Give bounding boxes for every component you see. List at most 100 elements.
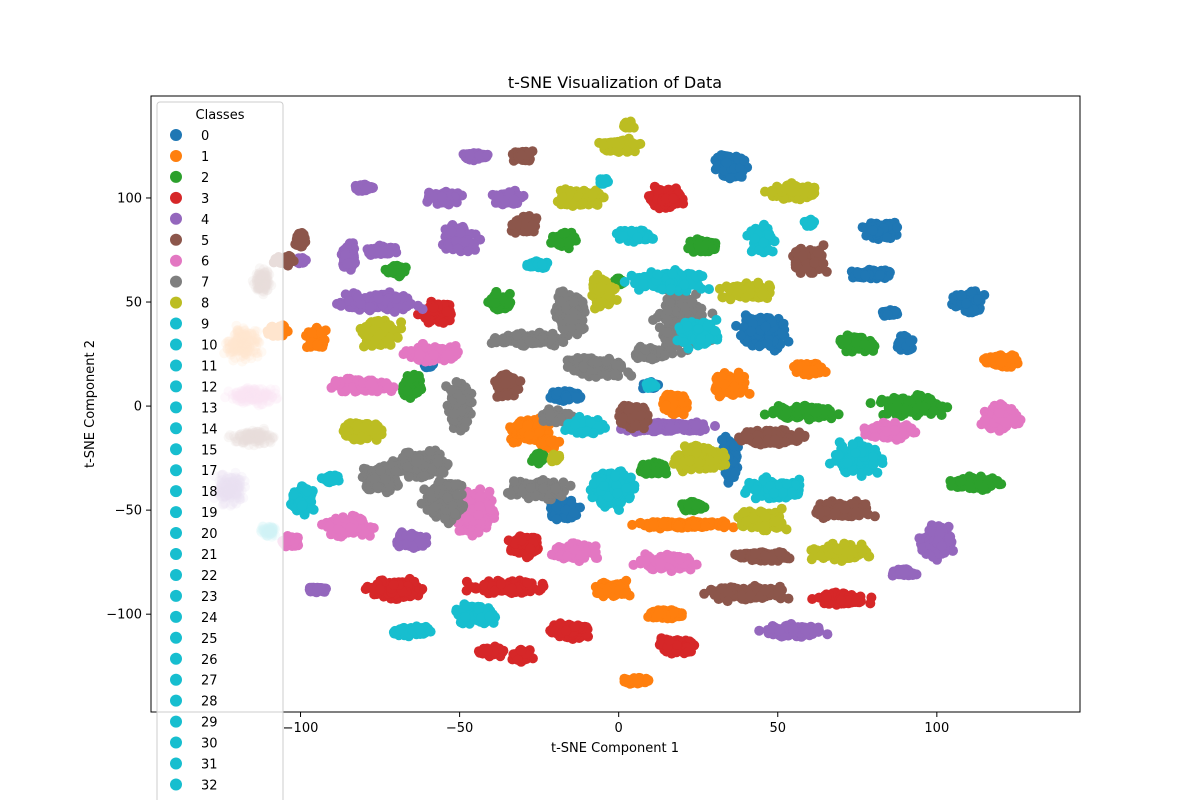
point-class-2 bbox=[841, 335, 852, 346]
point-class-3 bbox=[388, 579, 399, 590]
point-class-1 bbox=[700, 521, 711, 531]
point-class-3 bbox=[482, 645, 493, 656]
point-class-0 bbox=[570, 392, 581, 403]
point-class-0 bbox=[735, 330, 746, 341]
point-class-0 bbox=[867, 225, 878, 236]
point-class-2 bbox=[833, 409, 844, 420]
point-class-1 bbox=[307, 327, 317, 338]
point-class-2 bbox=[489, 298, 500, 308]
point-class-0 bbox=[739, 155, 750, 166]
point-class-0 bbox=[776, 328, 787, 339]
point-class-1 bbox=[733, 367, 744, 378]
point-class-3 bbox=[668, 193, 679, 204]
point-class-2 bbox=[651, 466, 662, 477]
point-class-2 bbox=[865, 398, 876, 409]
point-class-2 bbox=[548, 231, 558, 242]
point-class-0 bbox=[734, 163, 745, 174]
point-class-2 bbox=[918, 402, 929, 413]
point-class-1 bbox=[677, 392, 688, 403]
point-class-2 bbox=[683, 243, 694, 253]
point-class-3 bbox=[438, 317, 449, 328]
point-class-2 bbox=[412, 387, 423, 398]
point-class-2 bbox=[925, 394, 936, 405]
point-class-1 bbox=[658, 519, 669, 530]
point-class-2 bbox=[965, 481, 976, 492]
point-class-0 bbox=[746, 326, 757, 337]
point-class-0 bbox=[725, 173, 735, 184]
point-class-2 bbox=[791, 401, 802, 412]
point-class-0 bbox=[561, 392, 572, 403]
point-class-3 bbox=[516, 535, 527, 546]
point-class-3 bbox=[836, 595, 847, 606]
point-class-2 bbox=[402, 386, 413, 397]
point-class-2 bbox=[690, 500, 701, 511]
point-class-3 bbox=[506, 583, 517, 594]
point-class-0 bbox=[973, 294, 984, 305]
point-class-2 bbox=[890, 402, 901, 413]
point-class-2 bbox=[812, 406, 822, 417]
point-class-1 bbox=[634, 518, 645, 529]
point-class-3 bbox=[512, 654, 523, 665]
point-class-2 bbox=[559, 227, 570, 238]
point-class-1 bbox=[619, 588, 630, 599]
point-class-2 bbox=[945, 476, 956, 486]
point-class-1 bbox=[720, 520, 731, 531]
point-class-0 bbox=[961, 298, 971, 309]
point-class-1 bbox=[661, 400, 672, 411]
point-class-0 bbox=[905, 336, 916, 347]
point-class-0 bbox=[860, 270, 871, 281]
point-class-1 bbox=[316, 328, 327, 338]
point-class-3 bbox=[375, 584, 386, 595]
point-class-3 bbox=[522, 577, 533, 588]
point-class-3 bbox=[683, 646, 694, 657]
point-class-1 bbox=[593, 587, 604, 598]
point-class-2 bbox=[641, 467, 652, 477]
point-class-3 bbox=[560, 625, 571, 636]
point-class-1 bbox=[536, 438, 547, 449]
point-class-2 bbox=[928, 406, 939, 417]
point-class-3 bbox=[466, 582, 477, 592]
point-class-1 bbox=[522, 420, 533, 431]
point-class-1 bbox=[545, 436, 556, 447]
point-class-0 bbox=[721, 157, 732, 168]
point-class-2 bbox=[802, 404, 813, 415]
point-class-1 bbox=[690, 520, 701, 531]
point-class-0 bbox=[892, 222, 903, 233]
point-class-1 bbox=[648, 520, 659, 531]
point-class-1 bbox=[996, 356, 1007, 367]
point-class-3 bbox=[428, 302, 439, 313]
point-class-1 bbox=[632, 674, 643, 685]
point-class-1 bbox=[669, 607, 680, 618]
point-class-1 bbox=[719, 379, 730, 390]
point-class-0 bbox=[882, 309, 893, 320]
point-class-1 bbox=[808, 365, 819, 376]
point-class-2 bbox=[403, 376, 414, 387]
point-class-0 bbox=[551, 514, 562, 525]
chart-title: t-SNE Visualization of Data bbox=[508, 73, 722, 92]
scatter-points bbox=[209, 116, 1026, 689]
point-class-3 bbox=[664, 635, 675, 646]
point-class-2 bbox=[956, 475, 967, 486]
point-class-2 bbox=[694, 242, 705, 253]
point-class-1 bbox=[523, 430, 534, 440]
point-class-2 bbox=[532, 454, 542, 465]
point-class-2 bbox=[859, 339, 870, 350]
point-class-1 bbox=[673, 520, 684, 531]
point-class-0 bbox=[875, 270, 885, 280]
point-class-0 bbox=[735, 171, 746, 182]
point-class-3 bbox=[643, 191, 654, 202]
point-class-2 bbox=[780, 409, 791, 420]
point-class-3 bbox=[865, 598, 876, 609]
point-class-1 bbox=[312, 339, 322, 350]
point-class-2 bbox=[660, 464, 671, 474]
point-class-1 bbox=[513, 419, 524, 430]
point-class-3 bbox=[516, 645, 527, 656]
point-class-0 bbox=[568, 508, 579, 519]
point-class-0 bbox=[730, 467, 741, 478]
point-class-1 bbox=[667, 392, 678, 403]
point-class-2 bbox=[915, 390, 926, 401]
point-class-2 bbox=[978, 482, 989, 493]
point-class-0 bbox=[717, 434, 727, 445]
point-class-1 bbox=[744, 388, 755, 399]
